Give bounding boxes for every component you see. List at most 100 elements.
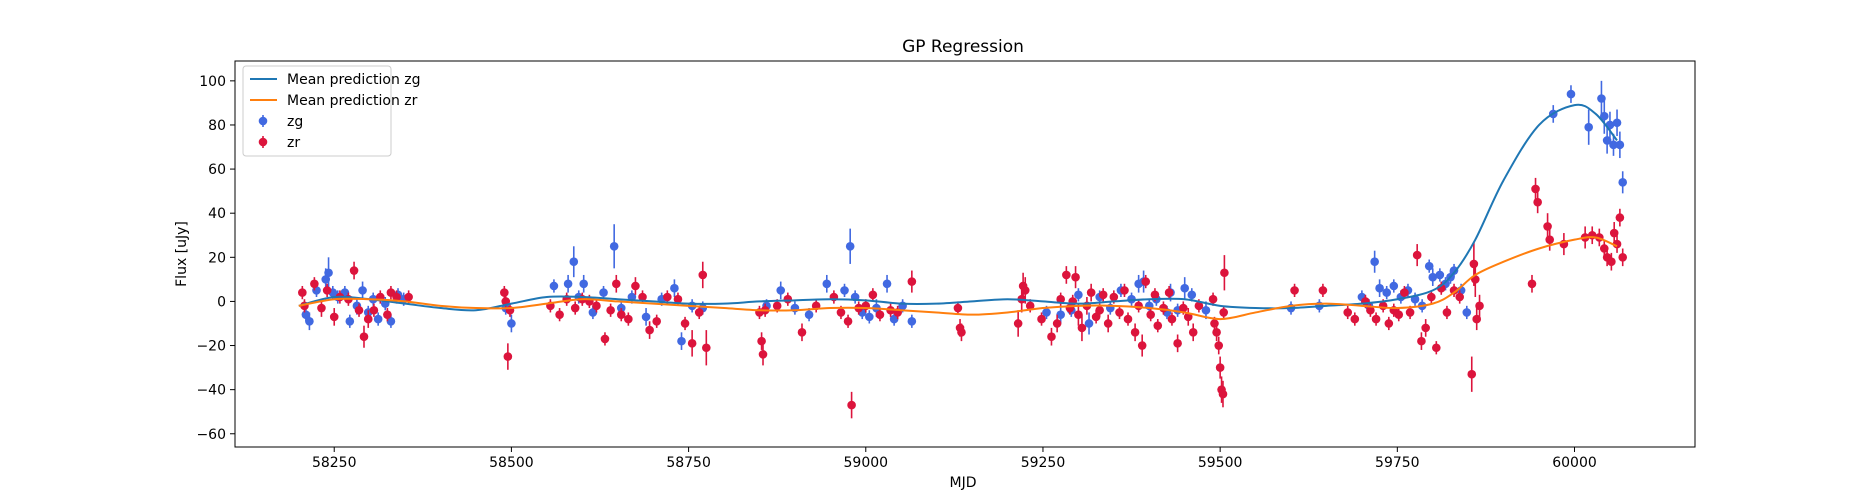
- data-point-zr: [1218, 389, 1228, 399]
- data-point-zg: [373, 314, 383, 324]
- plot-area-frame: [234, 60, 1696, 448]
- y-tick-label: 0: [217, 294, 226, 310]
- data-point-zg: [569, 257, 579, 267]
- data-point-zg: [1074, 290, 1083, 300]
- y-tick-label: 40: [208, 206, 226, 222]
- data-point-zg: [776, 286, 786, 295]
- data-point-zr: [1467, 369, 1477, 379]
- data-point-zr: [875, 310, 885, 319]
- data-point-zr: [500, 288, 509, 297]
- data-point-zr: [1432, 343, 1441, 353]
- data-point-zr: [1077, 323, 1087, 333]
- data-point-zg: [588, 308, 598, 317]
- data-point-zr: [317, 303, 326, 313]
- data-point-zr: [797, 328, 807, 337]
- data-point-zr: [1183, 312, 1193, 322]
- data-point-zg: [1428, 272, 1438, 282]
- y-tick-label: −40: [196, 383, 226, 399]
- data-point-zr: [1469, 259, 1479, 269]
- line-mean-prediction-zg: [298, 103, 1618, 312]
- data-point-zr: [363, 314, 373, 324]
- data-point-zr: [1123, 314, 1133, 324]
- x-tick-label: 60000: [1552, 455, 1597, 471]
- y-tick-label: −60: [196, 427, 226, 443]
- data-point-zg: [345, 316, 355, 326]
- data-point-zr: [1137, 341, 1147, 350]
- data-point-zr: [783, 294, 793, 304]
- data-point-zr: [1543, 222, 1552, 231]
- data-point-zr: [1366, 305, 1375, 315]
- data-point-zr: [957, 328, 966, 337]
- data-point-zr: [1146, 310, 1155, 319]
- data-point-zr: [1212, 328, 1221, 337]
- data-point-zr: [1086, 288, 1096, 297]
- data-point-zg: [1424, 261, 1434, 271]
- data-point-zr: [631, 281, 640, 291]
- x-axis-label: MJD: [950, 475, 977, 491]
- x-tick-label: 58250: [312, 455, 357, 471]
- data-point-zg: [804, 310, 814, 319]
- data-point-zr: [404, 292, 413, 302]
- data-point-zr: [757, 336, 766, 346]
- data-point-zr: [606, 305, 615, 315]
- data-point-zr: [600, 334, 610, 344]
- data-point-zg: [822, 279, 832, 289]
- data-point-zr: [1025, 301, 1035, 311]
- legend-box: [242, 65, 392, 157]
- data-point-zr: [1318, 286, 1328, 295]
- data-point-zr: [868, 290, 878, 300]
- legend-entry-label: zg: [287, 114, 303, 130]
- data-point-zr: [1141, 277, 1151, 286]
- data-point-zr: [1020, 286, 1030, 295]
- data-point-zr: [349, 266, 359, 275]
- data-point-zr: [383, 310, 392, 319]
- data-point-zr: [503, 352, 513, 361]
- data-point-zr: [1343, 308, 1353, 317]
- data-point-zr: [298, 288, 307, 297]
- data-point-zr: [663, 292, 672, 302]
- data-point-zr: [1208, 294, 1218, 304]
- data-point-zr: [673, 294, 683, 304]
- data-point-zr: [310, 279, 319, 289]
- data-point-zg: [609, 241, 619, 251]
- data-point-zr: [758, 350, 768, 359]
- data-point-zg: [1370, 257, 1379, 267]
- series-zr: [298, 177, 1628, 419]
- data-point-zr: [1013, 319, 1023, 328]
- data-point-zr: [1098, 290, 1108, 300]
- data-point-zr: [354, 305, 364, 315]
- data-point-zg: [1618, 178, 1628, 187]
- data-point-zr: [1173, 339, 1182, 348]
- data-point-zr: [772, 301, 782, 311]
- data-point-zr: [1455, 292, 1464, 302]
- y-axis-label: Flux [uJy]: [174, 221, 190, 287]
- data-point-zr: [570, 303, 580, 313]
- data-point-zg: [641, 312, 651, 322]
- data-point-zr: [1167, 314, 1177, 324]
- data-point-zr: [1153, 321, 1163, 330]
- data-point-zr: [1531, 184, 1540, 194]
- data-point-zg: [865, 312, 874, 322]
- x-tick-label: 58750: [666, 455, 711, 471]
- y-tick-label: 20: [208, 250, 226, 266]
- data-point-zr: [1527, 279, 1537, 289]
- data-point-zr: [1219, 308, 1228, 317]
- data-point-zr: [1475, 301, 1484, 311]
- data-point-zr: [1103, 319, 1113, 328]
- data-point-zr: [1449, 286, 1459, 295]
- data-point-zr: [1350, 314, 1360, 324]
- data-point-zr: [1442, 308, 1452, 317]
- data-point-zr: [1215, 363, 1225, 372]
- data-point-zg: [1187, 290, 1197, 300]
- data-point-zg: [1382, 288, 1391, 297]
- data-point-zr: [843, 316, 853, 326]
- data-point-zr: [322, 286, 332, 295]
- data-point-zr: [369, 305, 379, 315]
- x-tick-label: 59750: [1375, 455, 1420, 471]
- data-point-zr: [1618, 253, 1628, 262]
- data-point-zr: [847, 400, 856, 410]
- data-point-zr: [907, 277, 917, 286]
- data-point-zr: [359, 332, 369, 342]
- data-point-zg: [507, 319, 516, 328]
